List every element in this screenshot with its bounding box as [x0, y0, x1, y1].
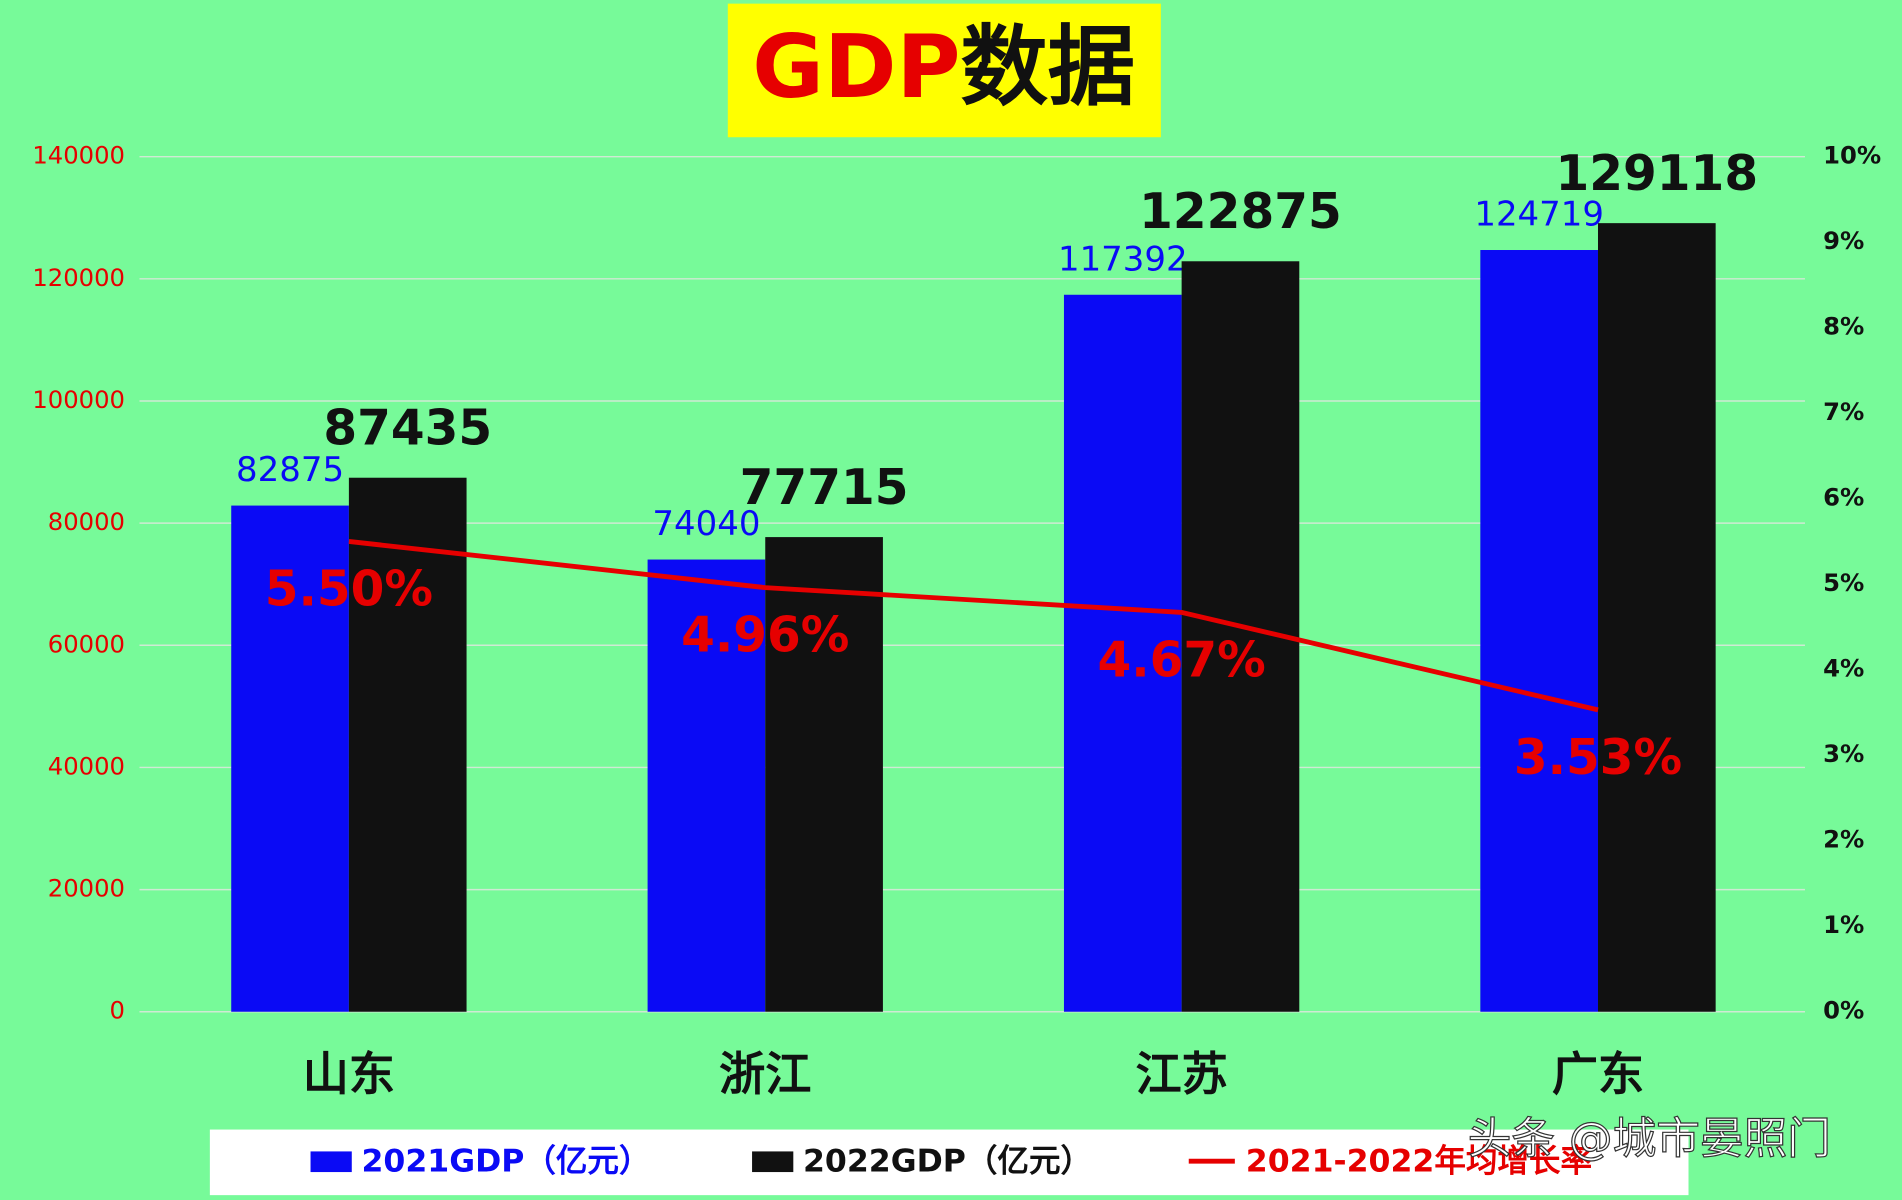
- data-label: 74040: [652, 504, 760, 544]
- legend-swatch: [310, 1151, 352, 1173]
- y2-tick-label: 7%: [1823, 397, 1864, 426]
- data-label: 117392: [1058, 239, 1188, 279]
- data-label: 4.96%: [681, 608, 849, 664]
- y2-tick-label: 5%: [1823, 568, 1864, 597]
- bar: [231, 505, 349, 1012]
- data-label: 122875: [1139, 184, 1342, 240]
- y2-tick-label: 8%: [1823, 312, 1864, 341]
- y2-tick-label: 10%: [1823, 141, 1881, 170]
- x-tick-label: 山东: [303, 1047, 395, 1101]
- y2-tick-label: 2%: [1823, 825, 1864, 854]
- y-tick-label: 0: [109, 996, 124, 1025]
- y2-tick-label: 0%: [1823, 996, 1864, 1025]
- bar: [765, 537, 883, 1012]
- y2-tick-label: 9%: [1823, 226, 1864, 255]
- bar: [1480, 250, 1598, 1012]
- data-label: 77715: [740, 460, 909, 516]
- data-label: 5.50%: [265, 561, 433, 617]
- legend-box: [209, 1129, 1689, 1196]
- chart-title: GDP数据: [752, 16, 1135, 118]
- title-box: [727, 3, 1161, 138]
- y-tick-label: 140000: [32, 141, 125, 170]
- y-tick-label: 40000: [48, 751, 125, 780]
- legend-label: 2021GDP（亿元）: [361, 1143, 650, 1179]
- bar: [1063, 294, 1182, 1012]
- legend-label: 2021-2022年均增长率: [1246, 1143, 1592, 1179]
- bar: [348, 477, 467, 1012]
- y-tick-label: 60000: [48, 629, 125, 658]
- data-label: 87435: [323, 401, 492, 457]
- y-tick-label: 20000: [48, 874, 125, 903]
- bar: [647, 559, 766, 1012]
- watermark: 头条 @城市晏照门: [1468, 1114, 1831, 1165]
- x-tick-label: 浙江: [719, 1047, 811, 1101]
- x-tick-label: 广东: [1552, 1047, 1644, 1101]
- y-tick-label: 100000: [32, 385, 125, 414]
- y2-tick-label: 3%: [1823, 739, 1864, 768]
- line-series: [348, 539, 1599, 713]
- x-tick-label: 江苏: [1136, 1047, 1228, 1101]
- bar: [1597, 223, 1716, 1012]
- y2-tick-label: 4%: [1823, 654, 1864, 683]
- data-label: 4.67%: [1097, 632, 1265, 688]
- legend-label: 2022GDP（亿元）: [803, 1143, 1092, 1179]
- y2-tick-label: 6%: [1823, 483, 1864, 512]
- data-label: 124719: [1474, 194, 1604, 234]
- data-label: 129118: [1556, 146, 1759, 202]
- legend-swatch: [752, 1151, 794, 1173]
- y-tick-label: 120000: [32, 263, 125, 292]
- y-tick-label: 80000: [48, 507, 125, 536]
- data-label: 3.53%: [1514, 730, 1682, 786]
- data-label: 82875: [236, 450, 344, 490]
- y2-tick-label: 1%: [1823, 910, 1864, 939]
